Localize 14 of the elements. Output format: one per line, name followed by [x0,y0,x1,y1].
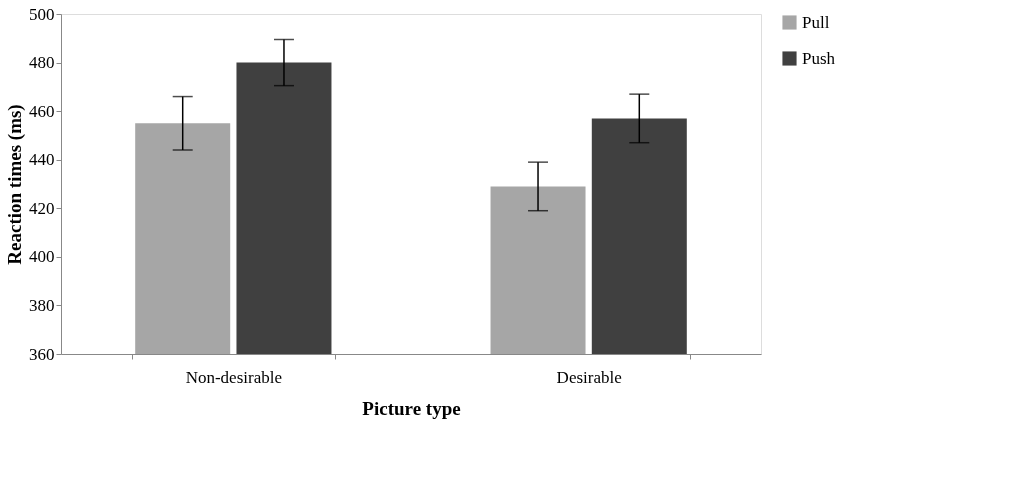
x-axis-title: Picture type [362,397,461,419]
legend-label: Push [802,48,836,68]
y-tick-label: 480 [29,53,55,73]
y-axis-title: Reaction times (ms) [4,104,26,265]
legend-label: Pull [802,12,830,32]
y-tick-label: 440 [29,150,55,170]
x-tick-label: Desirable [556,367,622,387]
y-tick-label: 360 [29,344,55,364]
x-tick-label: Non-desirable [185,367,282,387]
y-tick-label: 380 [29,295,55,315]
y-tick-label: 420 [29,198,55,218]
y-tick-label: 460 [29,101,55,121]
y-tick-label: 400 [29,247,55,267]
y-tick-label: 500 [29,4,55,24]
